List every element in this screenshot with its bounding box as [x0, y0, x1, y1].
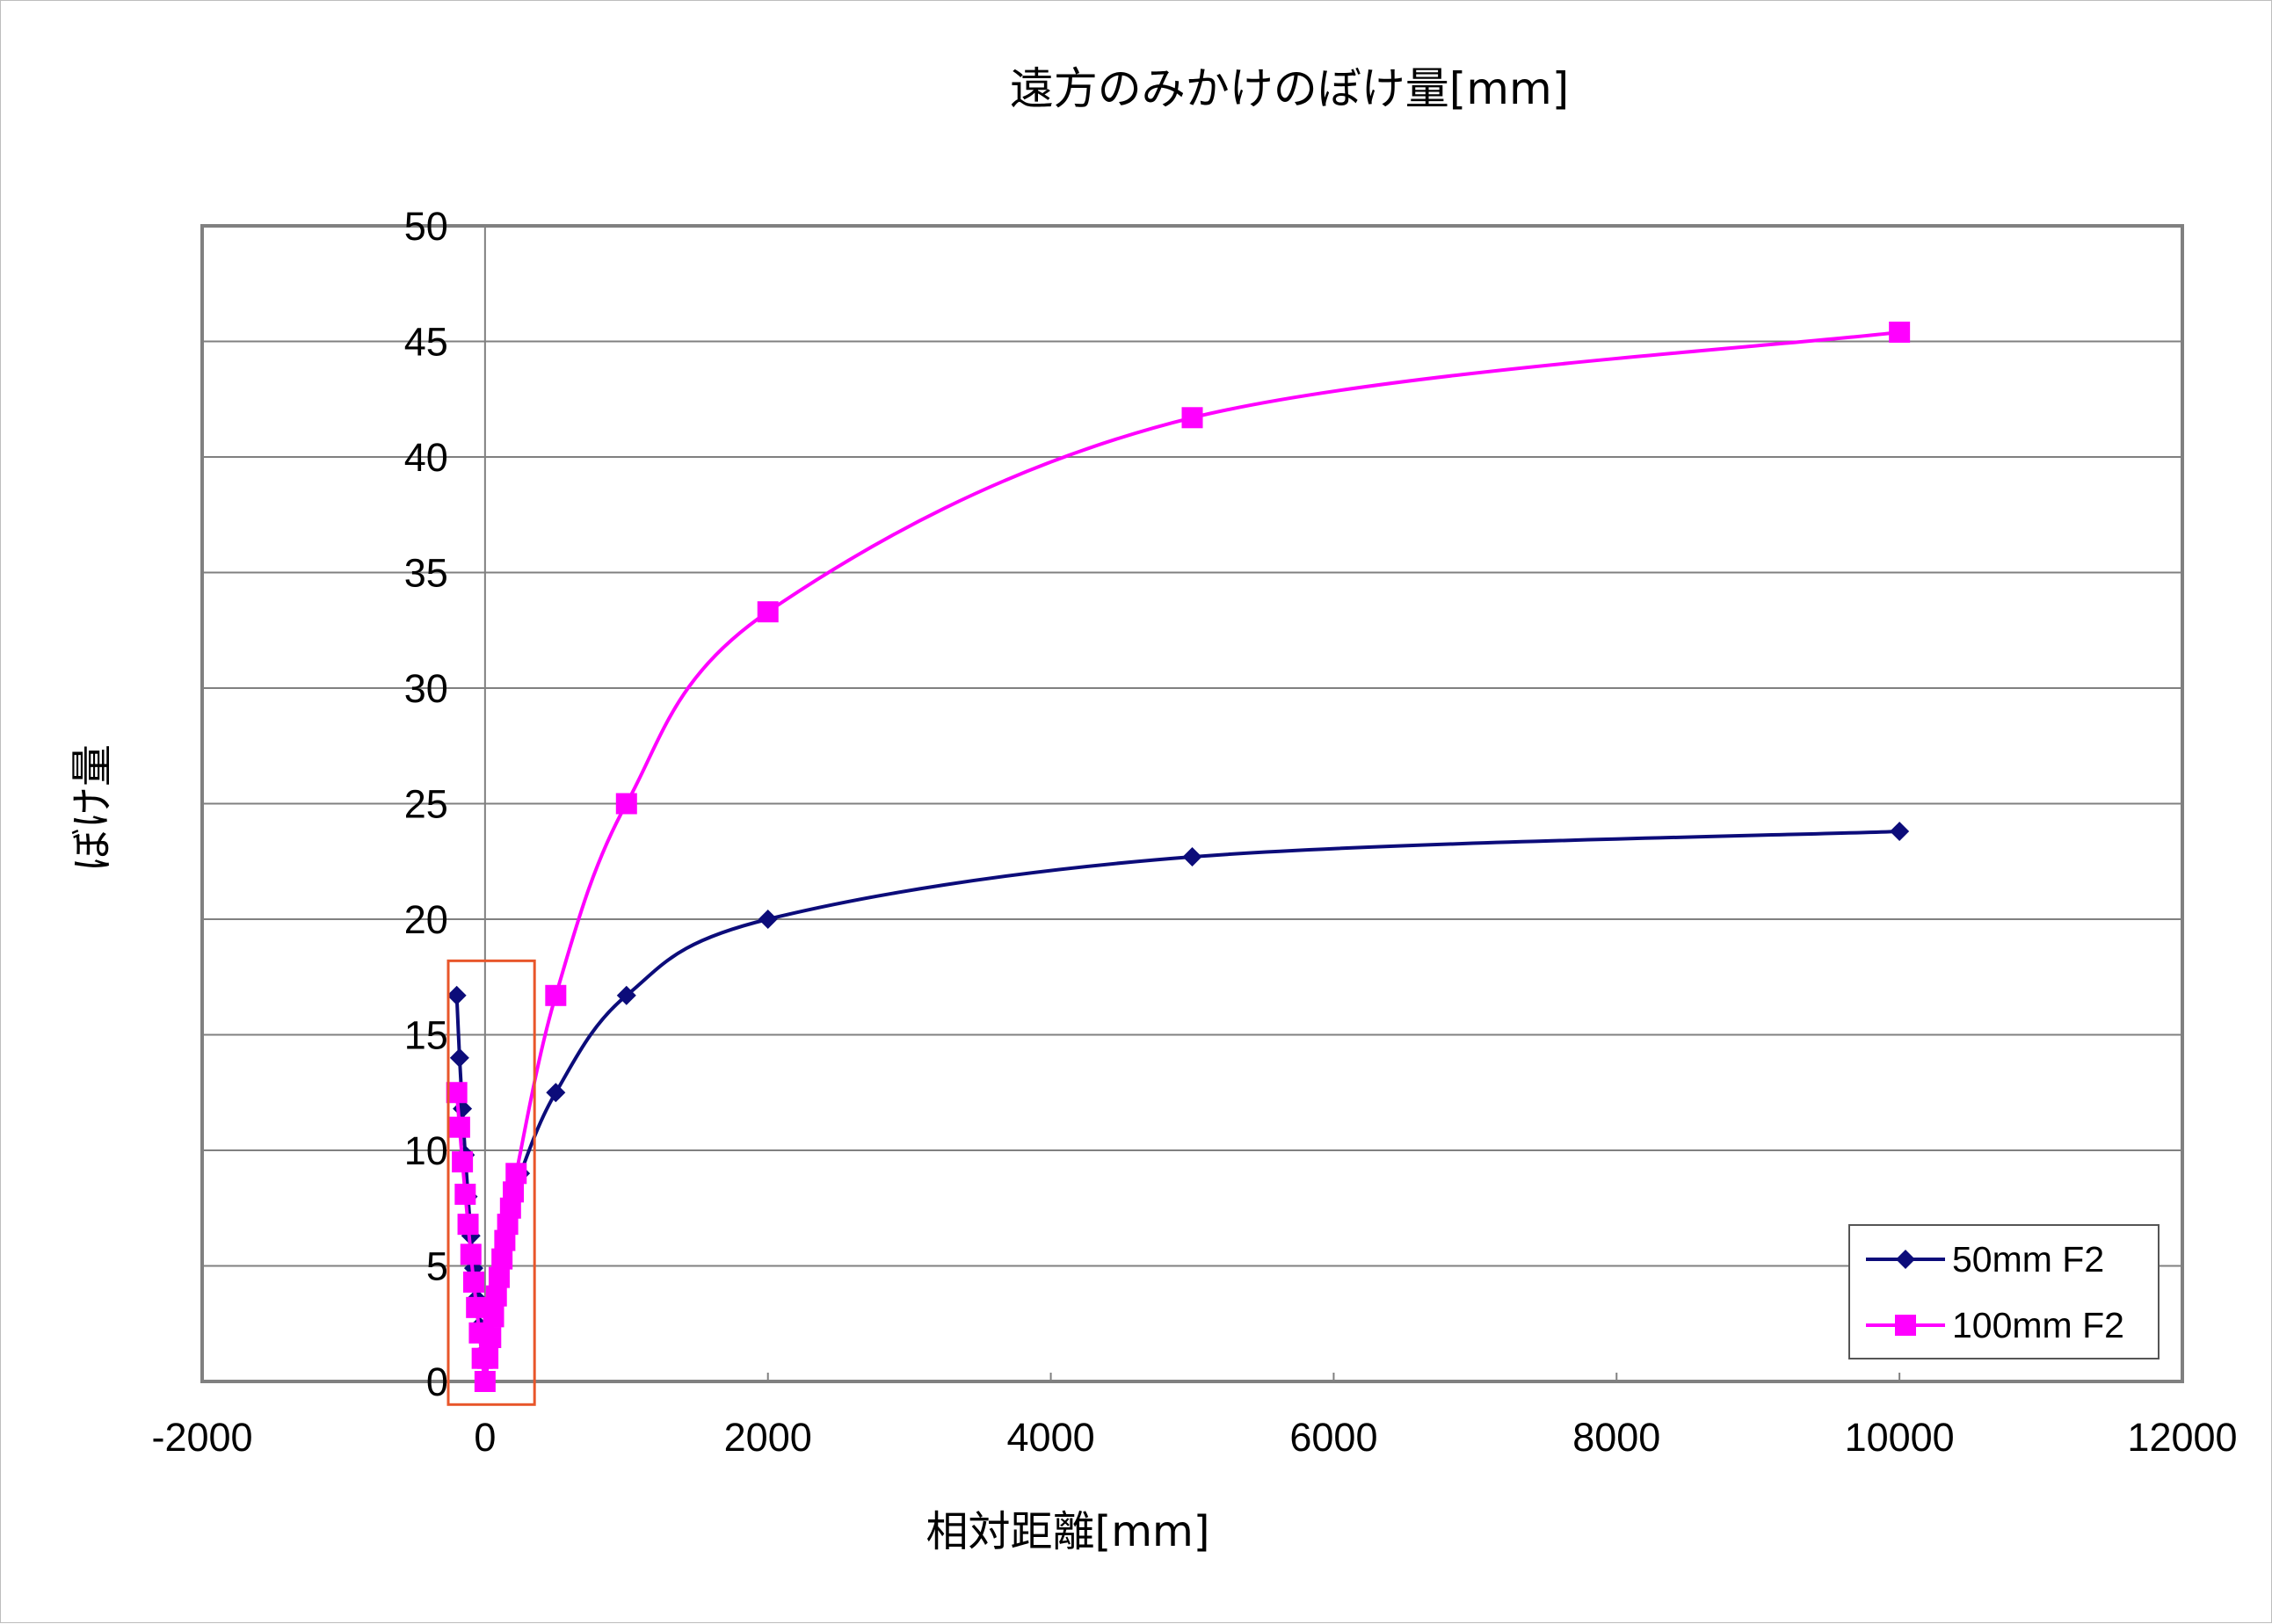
- data-point-50mm: [758, 910, 778, 929]
- x-tick-label: 6000: [1289, 1415, 1377, 1460]
- series-group: [446, 321, 1911, 1392]
- x-tick-label: 8000: [1572, 1415, 1660, 1460]
- x-axis-label: 相対距離[mm]: [926, 1507, 1210, 1556]
- data-point-100mm: [462, 1271, 484, 1293]
- y-tick-label: 0: [426, 1359, 448, 1404]
- x-tick-label: 0: [474, 1415, 496, 1460]
- y-tick-label: 25: [404, 782, 448, 827]
- data-point-100mm: [480, 1327, 502, 1349]
- data-point-100mm: [446, 1082, 468, 1104]
- data-point-100mm: [615, 793, 637, 815]
- data-point-50mm: [1182, 846, 1202, 866]
- data-point-100mm: [488, 1266, 510, 1288]
- data-point-100mm: [491, 1248, 513, 1270]
- data-point-100mm: [505, 1163, 527, 1185]
- axes: [201, 225, 2183, 1383]
- data-point-50mm: [546, 1083, 566, 1103]
- legend-marker-square: [1895, 1315, 1916, 1336]
- x-tick-label: 10000: [1845, 1415, 1955, 1460]
- y-tick-label: 10: [404, 1128, 448, 1173]
- data-point-100mm: [477, 1347, 499, 1369]
- data-point-100mm: [545, 984, 567, 1006]
- chart-title: 遠方のみかけのぼけ量[mm]: [1010, 63, 1569, 114]
- data-point-100mm: [483, 1306, 504, 1328]
- data-point-50mm: [616, 985, 636, 1005]
- x-tick-label: 4000: [1007, 1415, 1095, 1460]
- data-point-100mm: [452, 1151, 474, 1173]
- legend-label-100mm: 100mm F2: [1952, 1305, 2124, 1345]
- x-tick-label: 12000: [2127, 1415, 2237, 1460]
- data-point-100mm: [503, 1181, 525, 1203]
- y-tick-label: 5: [426, 1244, 448, 1289]
- data-point-100mm: [448, 1116, 470, 1138]
- data-point-50mm: [446, 985, 467, 1005]
- data-point-50mm: [449, 1048, 469, 1068]
- y-tick-label: 50: [404, 204, 448, 249]
- legend-marker-diamond: [1896, 1250, 1915, 1269]
- y-tick-label: 40: [404, 435, 448, 480]
- x-tick-label: 2000: [724, 1415, 812, 1460]
- data-point-100mm: [454, 1183, 476, 1205]
- data-point-100mm: [1181, 407, 1203, 429]
- y-tick-label: 15: [404, 1013, 448, 1058]
- data-point-50mm: [1890, 822, 1910, 842]
- legend-box: [1848, 1224, 2159, 1359]
- data-point-100mm: [474, 1371, 496, 1392]
- data-point-100mm: [460, 1243, 482, 1265]
- data-point-100mm: [485, 1285, 507, 1307]
- y-axis-label: ぼけ量: [68, 744, 117, 871]
- y-tick-label: 35: [404, 551, 448, 596]
- legend: 50mm F2 100mm F2: [1848, 1224, 2159, 1359]
- y-tick-label: 30: [404, 666, 448, 711]
- x-tick-label: -2000: [151, 1415, 252, 1460]
- x-tick-labels: -2000 0 2000 4000 6000 8000 10000 12000: [151, 1415, 2237, 1460]
- legend-label-50mm: 50mm F2: [1952, 1239, 2104, 1280]
- data-point-100mm: [457, 1214, 479, 1236]
- data-point-100mm: [757, 601, 779, 623]
- highlight-box: [446, 959, 536, 1406]
- y-tick-label: 20: [404, 897, 448, 942]
- data-point-100mm: [1889, 321, 1911, 343]
- y-tick-label: 45: [404, 320, 448, 365]
- y-tick-labels: 0 5 10 15 20 25 30 35 40 45 50: [404, 204, 448, 1404]
